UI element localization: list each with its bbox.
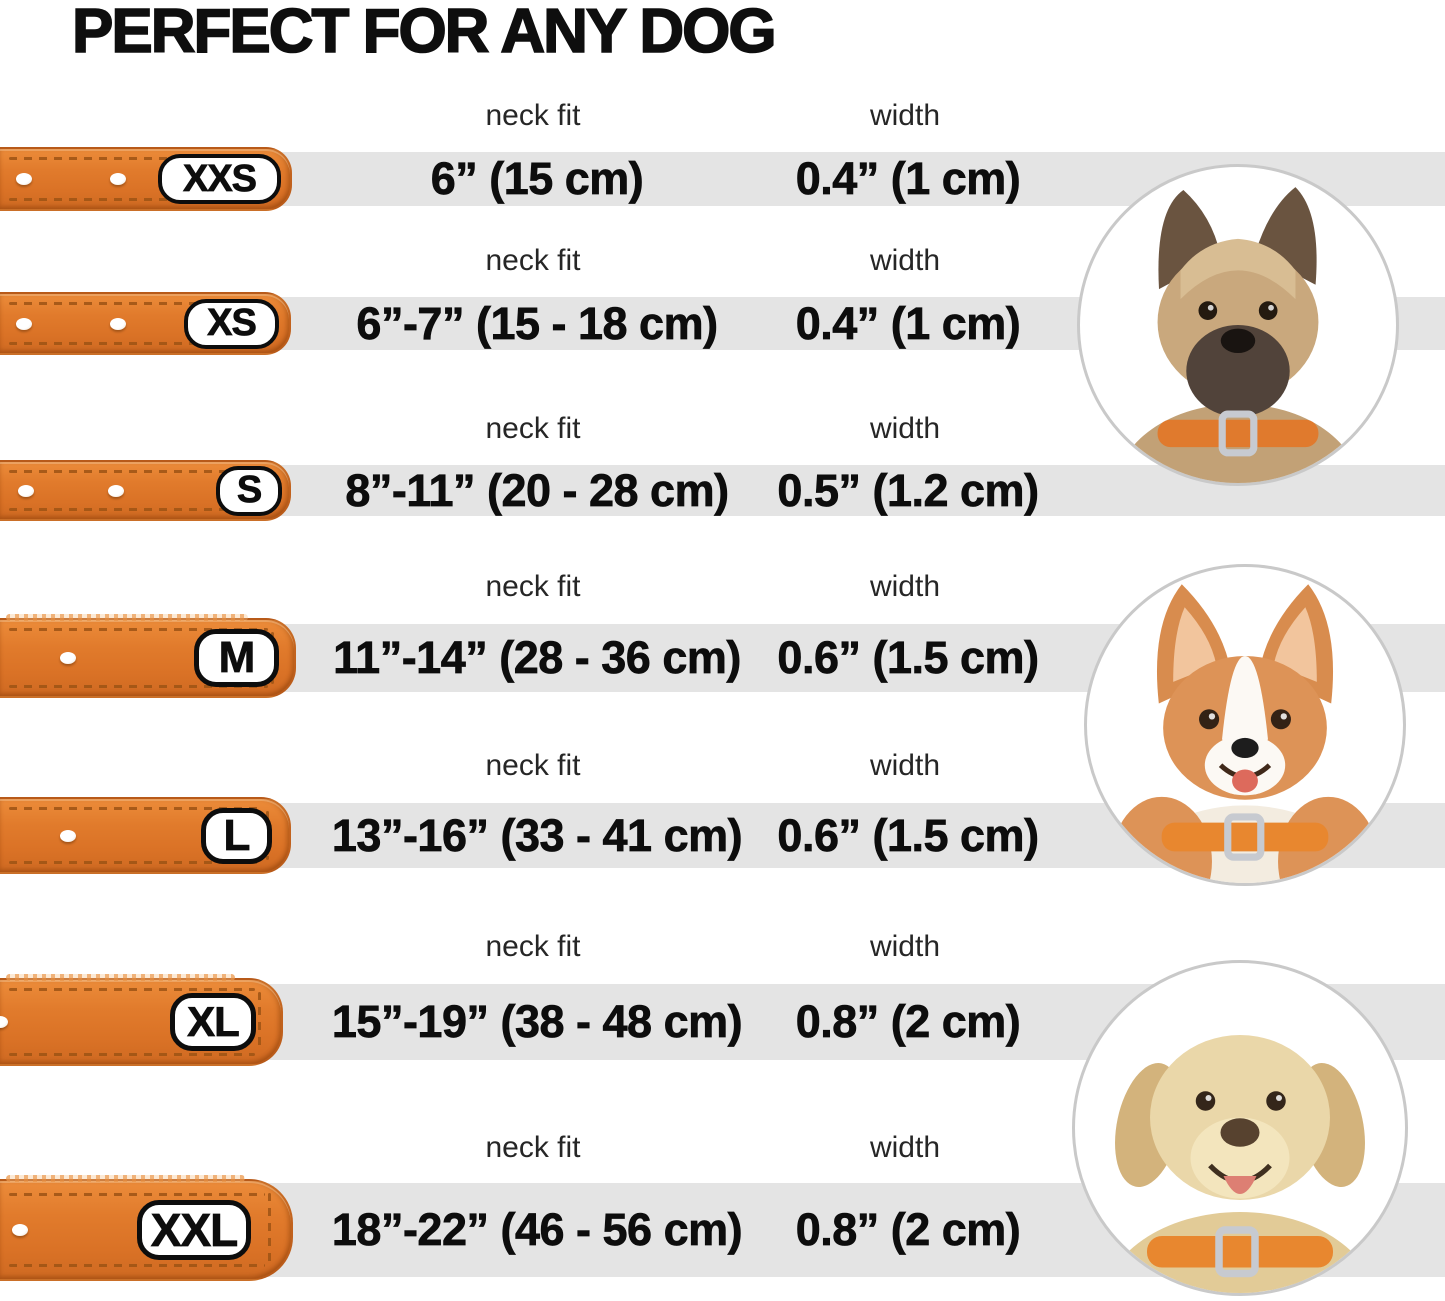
column-header-width: width xyxy=(869,749,941,782)
collar-strap: XXS xyxy=(0,147,292,211)
neck-fit-value: 11”-14” (28 - 36 cm) xyxy=(333,632,742,684)
column-header-width: width xyxy=(869,1131,941,1164)
width-value: 0.8” (2 cm) xyxy=(795,1204,1021,1256)
column-header-width: width xyxy=(869,412,941,445)
size-badge: S xyxy=(216,465,282,516)
neck-fit-value: 8”-11” (20 - 28 cm) xyxy=(345,464,729,516)
collar-rivet xyxy=(0,1016,8,1028)
terrier-illustration xyxy=(1116,187,1360,483)
stitch-line xyxy=(9,988,255,991)
dog-photo-corgi xyxy=(1084,564,1406,886)
collar-rivet xyxy=(18,484,34,497)
stitch-line xyxy=(9,157,264,160)
collar-strap: XS xyxy=(0,292,291,355)
size-badge: XL xyxy=(170,993,256,1051)
column-header-neck-fit: neck fit xyxy=(485,930,581,963)
collar-rivet xyxy=(16,317,32,330)
column-header-neck-fit: neck fit xyxy=(485,570,581,603)
column-header-neck-fit: neck fit xyxy=(485,749,581,782)
width-value: 0.8” (2 cm) xyxy=(795,996,1021,1048)
stitch-line xyxy=(9,861,263,864)
collar-rivet xyxy=(16,173,32,185)
column-header-width: width xyxy=(869,244,941,277)
size-badge: M xyxy=(194,629,279,687)
dog-photo-labrador xyxy=(1072,960,1408,1296)
dog-photo-terrier xyxy=(1077,164,1399,486)
collar-rivet xyxy=(108,484,124,497)
neck-fit-value: 6” (15 cm) xyxy=(430,153,644,205)
collar-rivet xyxy=(60,829,76,842)
width-value: 0.6” (1.5 cm) xyxy=(777,809,1039,861)
collar-strap: S xyxy=(0,460,291,521)
stitch-line xyxy=(9,628,268,631)
stitch-line xyxy=(268,1193,271,1267)
collar-strap: XL xyxy=(0,974,283,1066)
neck-fit-value: 13”-16” (33 - 41 cm) xyxy=(331,809,743,861)
neck-fit-value: 18”-22” (46 - 56 cm) xyxy=(331,1204,743,1256)
collar-strap: XXL xyxy=(0,1175,293,1281)
collar-rivet xyxy=(12,1224,28,1236)
page-title: PERFECT FOR ANY DOG xyxy=(71,0,777,67)
neck-fit-value: 6”-7” (15 - 18 cm) xyxy=(356,297,718,349)
stitch-line xyxy=(9,198,264,201)
width-value: 0.4” (1 cm) xyxy=(795,297,1021,349)
stitch-line xyxy=(9,342,263,345)
size-badge: XS xyxy=(184,298,279,349)
stitch-line xyxy=(9,1193,265,1196)
stitch-line xyxy=(258,992,261,1052)
stitch-line xyxy=(9,470,263,473)
stitch-line xyxy=(9,302,263,305)
collar-strap: L xyxy=(0,797,291,874)
corgi-illustration xyxy=(1111,584,1379,883)
neck-fit-value: 15”-19” (38 - 48 cm) xyxy=(331,996,743,1048)
stitch-line xyxy=(9,807,263,810)
size-badge: L xyxy=(201,807,272,864)
labrador-illustration xyxy=(1103,1035,1377,1293)
collar-rivet xyxy=(110,173,126,185)
column-header-neck-fit: neck fit xyxy=(485,412,581,445)
column-header-neck-fit: neck fit xyxy=(485,244,581,277)
column-header-width: width xyxy=(869,570,941,603)
size-badge: XXS xyxy=(158,154,281,204)
stitch-line xyxy=(9,1264,265,1267)
stitch-line xyxy=(9,1053,255,1056)
column-header-neck-fit: neck fit xyxy=(485,99,581,132)
stitch-line xyxy=(9,508,263,511)
column-header-width: width xyxy=(869,99,941,132)
width-value: 0.5” (1.2 cm) xyxy=(777,464,1039,516)
column-header-width: width xyxy=(869,930,941,963)
column-header-neck-fit: neck fit xyxy=(485,1131,581,1164)
width-value: 0.4” (1 cm) xyxy=(795,153,1021,205)
width-value: 0.6” (1.5 cm) xyxy=(777,632,1039,684)
size-badge: XXL xyxy=(137,1200,251,1260)
collar-rivet xyxy=(60,652,76,664)
collar-rivet xyxy=(110,317,126,330)
collar-strap: M xyxy=(0,614,296,698)
stitch-line xyxy=(9,685,268,688)
